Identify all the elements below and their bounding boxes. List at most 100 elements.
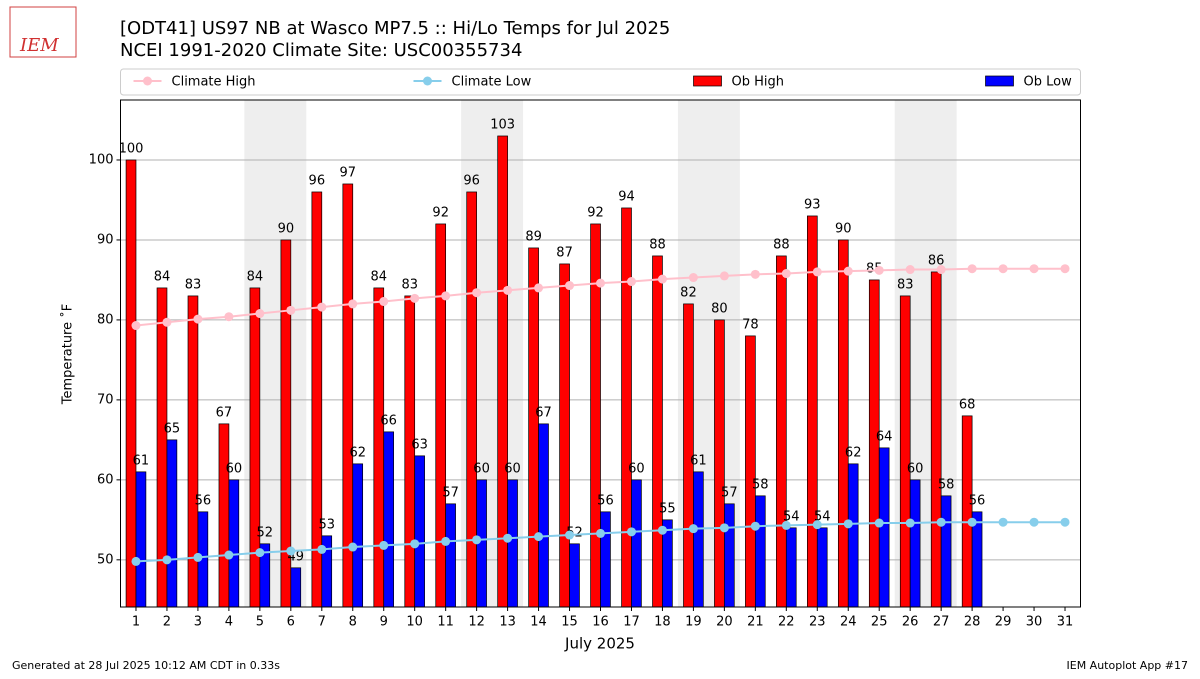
point <box>719 523 729 533</box>
data-label: 90 <box>835 221 852 236</box>
bar <box>899 295 911 608</box>
data-label: 62 <box>845 445 862 460</box>
bar <box>166 439 178 608</box>
point <box>967 517 977 527</box>
footer-left: Generated at 28 Jul 2025 10:12 AM CDT in… <box>12 659 280 672</box>
point <box>967 264 977 274</box>
legend-swatch <box>693 75 722 87</box>
legend-label: Climate Low <box>452 75 532 90</box>
bar <box>847 463 859 608</box>
bar <box>507 479 518 608</box>
bar <box>352 463 364 608</box>
bar <box>961 415 973 608</box>
point <box>596 278 605 288</box>
data-label: 61 <box>133 453 150 468</box>
x-tick-label: 19 <box>685 615 702 630</box>
data-label: 92 <box>432 205 449 220</box>
point <box>998 264 1008 274</box>
point <box>1060 264 1070 274</box>
data-label: 60 <box>907 461 924 476</box>
bar <box>125 159 137 608</box>
data-label: 88 <box>649 237 666 252</box>
data-label: 55 <box>659 501 676 516</box>
data-label: 68 <box>959 397 976 412</box>
bar <box>538 423 549 608</box>
point <box>286 546 296 556</box>
data-label: 56 <box>195 493 212 508</box>
logo-frame <box>9 6 77 58</box>
data-label: 60 <box>473 461 490 476</box>
x-tick-label: 5 <box>256 615 264 630</box>
point <box>1029 264 1039 274</box>
y-axis-label: Temperature ˚F <box>60 304 76 405</box>
point <box>936 517 946 527</box>
bar <box>373 287 385 608</box>
point <box>162 555 172 565</box>
bar <box>785 527 797 608</box>
point <box>410 293 420 303</box>
bar <box>621 207 632 608</box>
x-tick-label: 29 <box>995 615 1012 630</box>
x-tick-label: 25 <box>871 615 888 630</box>
x-tick-label: 11 <box>437 615 454 630</box>
plot-frame <box>120 99 1081 608</box>
point <box>688 273 698 283</box>
bar <box>218 423 230 608</box>
point <box>905 265 915 275</box>
bar <box>940 495 952 608</box>
bar <box>135 471 147 608</box>
x-tick-label: 15 <box>561 615 578 630</box>
x-tick-label: 3 <box>194 615 202 630</box>
bar <box>745 335 756 608</box>
bar <box>414 455 425 608</box>
data-label: 88 <box>773 237 790 252</box>
bar <box>878 447 890 608</box>
point <box>874 265 884 275</box>
point <box>193 552 203 562</box>
y-tick-label: 100 <box>89 152 114 167</box>
x-tick-label: 10 <box>406 615 423 630</box>
y-tick-label: 60 <box>97 472 114 487</box>
point <box>503 285 513 295</box>
bar <box>837 239 849 608</box>
data-label: 61 <box>690 453 707 468</box>
data-label: 92 <box>587 205 604 220</box>
point <box>565 281 575 291</box>
bar <box>559 263 570 608</box>
point <box>441 536 451 546</box>
x-tick-label: 7 <box>318 615 326 630</box>
data-label: 56 <box>969 493 986 508</box>
data-label: 83 <box>897 277 914 292</box>
x-tick-label: 1 <box>132 615 140 630</box>
x-tick-label: 28 <box>964 615 981 630</box>
data-label: 52 <box>257 525 274 540</box>
point <box>162 317 172 327</box>
legend-marker <box>143 76 152 86</box>
x-tick-label: 26 <box>902 615 919 630</box>
point <box>131 321 141 331</box>
point <box>317 544 327 554</box>
x-tick-label: 27 <box>933 615 950 630</box>
point <box>224 550 234 560</box>
data-label: 57 <box>721 485 738 500</box>
x-tick-label: 30 <box>1026 615 1043 630</box>
point <box>626 527 636 537</box>
point <box>843 266 853 276</box>
data-label: 66 <box>380 413 397 428</box>
data-label: 84 <box>154 269 171 284</box>
data-label: 80 <box>711 301 728 316</box>
point <box>843 519 853 529</box>
legend-label: Climate High <box>172 75 256 90</box>
point <box>379 297 389 307</box>
point <box>905 518 915 528</box>
point <box>688 524 698 534</box>
bar <box>754 495 766 608</box>
data-label: 93 <box>804 197 821 212</box>
point <box>534 532 544 542</box>
point <box>1029 517 1039 527</box>
x-tick-label: 16 <box>592 615 609 630</box>
logo: IEM <box>19 35 59 56</box>
point <box>936 265 946 275</box>
y-tick-label: 90 <box>97 232 114 247</box>
data-label: 97 <box>340 165 357 180</box>
